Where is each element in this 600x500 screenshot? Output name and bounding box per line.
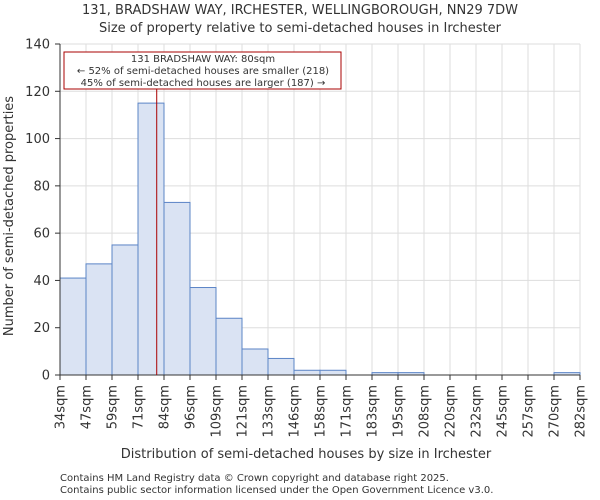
x-tick-label: 208sqm <box>418 385 433 438</box>
bar-109sqm <box>215 317 243 376</box>
x-tick-label: 146sqm <box>288 385 303 438</box>
bar-59sqm <box>111 244 139 376</box>
chart-subtitle: Size of property relative to semi-detach… <box>99 21 502 36</box>
x-tick-label: 109sqm <box>210 385 225 438</box>
annotation-box: 131 BRADSHAW WAY: 80sqm ← 52% of semi-de… <box>63 51 342 90</box>
x-tick-label: 171sqm <box>340 385 355 438</box>
y-tick-label: 0 <box>42 369 50 384</box>
x-tick-label: 121sqm <box>236 385 251 438</box>
y-ticks: 0 20 40 60 80 100 120 140 <box>25 38 60 384</box>
y-axis-label: Number of semi-detached properties <box>2 96 17 336</box>
x-tick-label: 96sqm <box>184 385 199 429</box>
x-tick-label: 34sqm <box>54 385 69 429</box>
bar-158sqm <box>319 369 347 376</box>
bars <box>59 102 581 376</box>
x-tick-label: 232sqm <box>470 385 485 438</box>
bar-96sqm <box>189 287 217 376</box>
y-tick-label: 40 <box>33 274 50 289</box>
bar-121sqm <box>241 348 269 376</box>
x-tick-label: 59sqm <box>106 385 121 429</box>
footer-line-2: Contains public sector information licen… <box>60 485 493 496</box>
footer-line-1: Contains HM Land Registry data © Crown c… <box>60 473 449 484</box>
x-tick-label: 195sqm <box>392 385 407 438</box>
y-tick-label: 140 <box>25 38 50 53</box>
x-tick-label: 257sqm <box>522 385 537 438</box>
annotation-line-1: 131 BRADSHAW WAY: 80sqm <box>131 54 275 65</box>
bar-71sqm <box>137 102 165 376</box>
chart-title: 131, BRADSHAW WAY, IRCHESTER, WELLINGBOR… <box>82 3 518 18</box>
x-tick-label: 71sqm <box>132 385 147 429</box>
y-tick-label: 60 <box>33 227 50 242</box>
x-tick-label: 220sqm <box>444 385 459 438</box>
y-tick-label: 120 <box>25 85 50 100</box>
x-tick-label: 133sqm <box>262 385 277 438</box>
x-tick-label: 47sqm <box>80 385 95 429</box>
bar-34sqm <box>59 277 87 376</box>
bar-47sqm <box>85 263 113 376</box>
x-tick-label: 183sqm <box>366 385 381 438</box>
x-tick-label: 158sqm <box>314 385 329 438</box>
y-tick-label: 100 <box>25 132 50 147</box>
annotation-line-3: 45% of semi-detached houses are larger (… <box>81 78 326 89</box>
bar-146sqm <box>293 369 321 376</box>
x-tick-label: 245sqm <box>496 385 511 438</box>
x-axis-label: Distribution of semi-detached houses by … <box>121 447 492 462</box>
x-ticks: 34sqm 47sqm 59sqm 71sqm 84sqm 96sqm 109sqm 121s… <box>54 375 589 438</box>
x-tick-label: 84sqm <box>158 385 173 429</box>
annotation-line-2: ← 52% of semi-detached houses are smalle… <box>77 66 329 77</box>
y-tick-label: 80 <box>33 179 50 194</box>
y-tick-label: 20 <box>33 321 50 336</box>
bar-84sqm <box>163 201 191 376</box>
x-tick-label: 270sqm <box>548 385 563 438</box>
bar-133sqm <box>267 357 295 376</box>
x-tick-label: 282sqm <box>574 385 589 438</box>
